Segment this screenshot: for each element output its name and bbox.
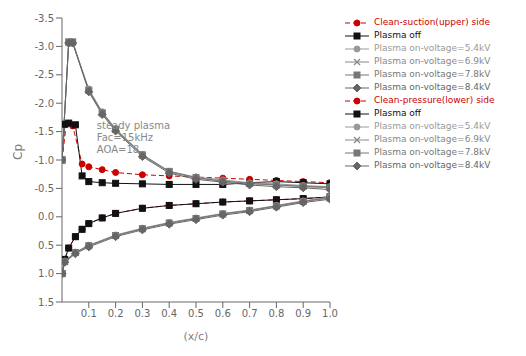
svg-text:0.9: 0.9 <box>295 308 311 319</box>
svg-text:steady plasmaFac=15kHzAOA=18: steady plasmaFac=15kHzAOA=18 <box>97 120 170 155</box>
svg-text:1.5: 1.5 <box>38 297 54 308</box>
svg-text:-3.0: -3.0 <box>34 41 54 52</box>
html-text:Plasma on-voltage=5.4kV: Plasma on-voltage=5.4kV <box>374 43 491 53</box>
html-text:Plasma on-voltage=7.8kV: Plasma on-voltage=7.8kV <box>374 69 491 79</box>
html-text:Plasma off: Plasma off <box>374 30 421 40</box>
svg-text:0.2: 0.2 <box>108 308 124 319</box>
svg-text:0.6: 0.6 <box>215 308 231 319</box>
svg-text:-0.5: -0.5 <box>34 183 54 194</box>
html-text:Plasma on-voltage=7.8kV: Plasma on-voltage=7.8kV <box>374 147 491 157</box>
html-text:Clean-pressure(lower) side: Clean-pressure(lower) side <box>374 95 495 105</box>
svg-text:-3.5: -3.5 <box>34 13 54 24</box>
svg-text:Cp: Cp <box>11 144 25 160</box>
html-text:Plasma on-voltage=8.4kV: Plasma on-voltage=8.4kV <box>374 82 491 92</box>
html-text:Plasma on-voltage=5.4kV: Plasma on-voltage=5.4kV <box>374 121 491 131</box>
svg-text:0.1: 0.1 <box>81 308 97 319</box>
html-text:Plasma on-voltage=8.4kV: Plasma on-voltage=8.4kV <box>374 160 491 170</box>
svg-text:-1.0: -1.0 <box>34 155 54 166</box>
svg-text:0.5: 0.5 <box>38 240 54 251</box>
svg-text:-2.5: -2.5 <box>34 69 54 80</box>
html-text:Clean-suction(upper) side: Clean-suction(upper) side <box>374 17 491 27</box>
html-text:Plasma on-voltage=6.9kV: Plasma on-voltage=6.9kV <box>374 56 491 66</box>
svg-text:0.4: 0.4 <box>161 308 177 319</box>
svg-text:0.8: 0.8 <box>268 308 284 319</box>
svg-text:0.0: 0.0 <box>38 211 54 222</box>
html-text:Plasma off: Plasma off <box>374 108 421 118</box>
svg-text:(x/c): (x/c) <box>184 330 209 343</box>
svg-text:0.7: 0.7 <box>242 308 258 319</box>
svg-text:1.0: 1.0 <box>322 308 338 319</box>
html-text:Plasma on-voltage=6.9kV: Plasma on-voltage=6.9kV <box>374 134 491 144</box>
svg-text:-2.0: -2.0 <box>34 98 54 109</box>
svg-text:0.5: 0.5 <box>188 308 204 319</box>
svg-text:1.0: 1.0 <box>38 268 54 279</box>
svg-text:-1.5: -1.5 <box>34 126 54 137</box>
svg-text:0.3: 0.3 <box>134 308 150 319</box>
